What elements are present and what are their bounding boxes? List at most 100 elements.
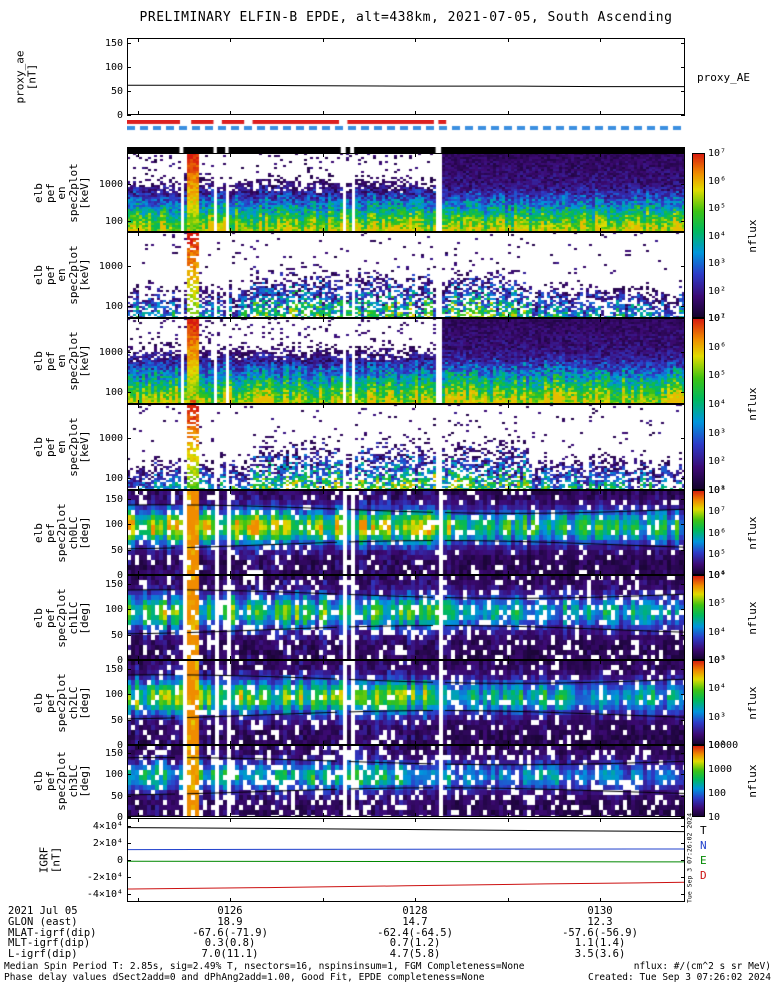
time-tick [323, 318, 324, 322]
time-tick [600, 571, 601, 575]
spectrogram-spec5 [127, 490, 685, 575]
time-tick [600, 813, 601, 817]
colorbar-tick-label: 1000 [708, 764, 733, 775]
y-tick [681, 266, 685, 267]
colorbar-label-3: nflux [746, 515, 760, 550]
colorbar-tick-label: 10⁴ [708, 570, 727, 581]
time-tick [230, 314, 231, 318]
time-tick [508, 314, 509, 318]
y-tick-label: 0 [116, 110, 123, 121]
y-tick [127, 826, 131, 827]
time-tick [323, 660, 324, 664]
y-tick [681, 43, 685, 44]
ephemeris-value: 12.3 [587, 916, 613, 928]
y-tick [681, 115, 685, 116]
time-tick [600, 486, 601, 490]
time-tick [138, 111, 139, 115]
y-tick-label: 50 [110, 715, 123, 726]
y-tick-label: 1000 [98, 433, 123, 444]
panel-label-igrf: IGRF [nT] [37, 846, 62, 874]
time-tick [323, 741, 324, 745]
y-tick [127, 352, 131, 353]
time-tick [230, 571, 231, 575]
y-tick [127, 306, 131, 307]
spectrogram-spec3 [127, 318, 685, 404]
y-tick-label: 150 [104, 494, 123, 505]
time-tick-label: 0128 [402, 905, 428, 917]
time-tick [323, 111, 324, 115]
colorbar-tick-label: 10³ [708, 428, 727, 439]
time-tick [600, 318, 601, 322]
series-proxy_AE [127, 84, 685, 88]
y-tick-label: 4×10⁴ [92, 821, 123, 832]
time-tick [600, 314, 601, 318]
time-tick [230, 228, 231, 232]
time-tick [230, 575, 231, 579]
time-tick [230, 490, 231, 494]
time-tick [508, 818, 509, 822]
line-chart-proxy [127, 84, 685, 88]
y-tick [127, 221, 131, 222]
y-tick [127, 67, 131, 68]
time-tick [508, 898, 509, 902]
time-tick [230, 404, 231, 408]
ephemeris-value: 0.3(0.8) [204, 937, 256, 949]
date-label: 2021 Jul 05 [8, 905, 78, 917]
time-tick [508, 660, 509, 664]
coverage-black-bar [127, 147, 685, 153]
y-tick-label: 100 [104, 301, 123, 312]
y-tick [681, 352, 685, 353]
time-tick [138, 228, 139, 232]
y-tick-label: 0 [116, 570, 123, 581]
panel-label-spec7: elb pef spec2plot ch2LC [deg] [32, 672, 92, 733]
colorbar-tick-label: 10⁷ [708, 313, 727, 324]
side-created-timestamp: Tue Sep 3 07:26:02 2024 [685, 812, 694, 904]
colorbar-tick-label: 10⁶ [708, 176, 727, 187]
y-tick [681, 753, 685, 754]
colorbar-tick-label: 10² [708, 740, 727, 751]
y-tick-label: 150 [104, 38, 123, 49]
colorbar-tick-label: 10⁶ [708, 570, 727, 581]
time-tick [138, 571, 139, 575]
footer-spin-info: Median Spin Period T: 2.85s, sig=2.49% T… [4, 961, 525, 972]
y-tick [681, 877, 685, 878]
y-tick-label: 50 [110, 86, 123, 97]
colorbar-tick-label: 10⁶ [708, 528, 727, 539]
y-tick [127, 720, 131, 721]
time-tick [230, 818, 231, 822]
plot-title: PRELIMINARY ELFIN-B EPDE, alt=438km, 202… [139, 10, 673, 25]
panel-label-spec2: elb pef en spec2plot [keV] [32, 245, 92, 305]
time-tick [323, 38, 324, 42]
colorbar-4 [692, 575, 705, 660]
y-tick [681, 796, 685, 797]
ephemeris-row-label: GLON (east) [8, 916, 78, 928]
time-tick [138, 656, 139, 660]
time-tick [600, 898, 601, 902]
time-tick [323, 656, 324, 660]
spectrogram-spec1 [127, 153, 685, 232]
colorbar-1 [692, 153, 705, 318]
colorbar-tick-label: 10¹ [708, 313, 727, 324]
time-tick [600, 656, 601, 660]
y-tick [127, 392, 131, 393]
time-tick [323, 490, 324, 494]
y-tick [681, 184, 685, 185]
ephemeris-value: 14.7 [402, 916, 428, 928]
y-tick [681, 669, 685, 670]
time-tick [415, 571, 416, 575]
colorbar-tick-label: 10 [708, 812, 721, 823]
panel-label-spec5: elb pef spec2plot ch0LC [deg] [32, 502, 92, 563]
ephemeris-row-label: MLAT-igrf(dip) [8, 927, 97, 939]
time-tick [415, 660, 416, 664]
y-tick-label: -4×10⁴ [86, 889, 123, 900]
y-tick-label: 100 [104, 604, 123, 615]
y-tick [127, 635, 131, 636]
time-tick [323, 314, 324, 318]
colorbar-tick-label: 10⁸ [708, 485, 727, 496]
time-tick [600, 228, 601, 232]
colorbar-label-4: nflux [746, 600, 760, 635]
y-tick [127, 115, 131, 116]
panel-label-spec1: elb pef en spec2plot [keV] [32, 162, 92, 223]
colorbar-tick-label: 10⁷ [708, 506, 727, 517]
time-tick [138, 38, 139, 42]
